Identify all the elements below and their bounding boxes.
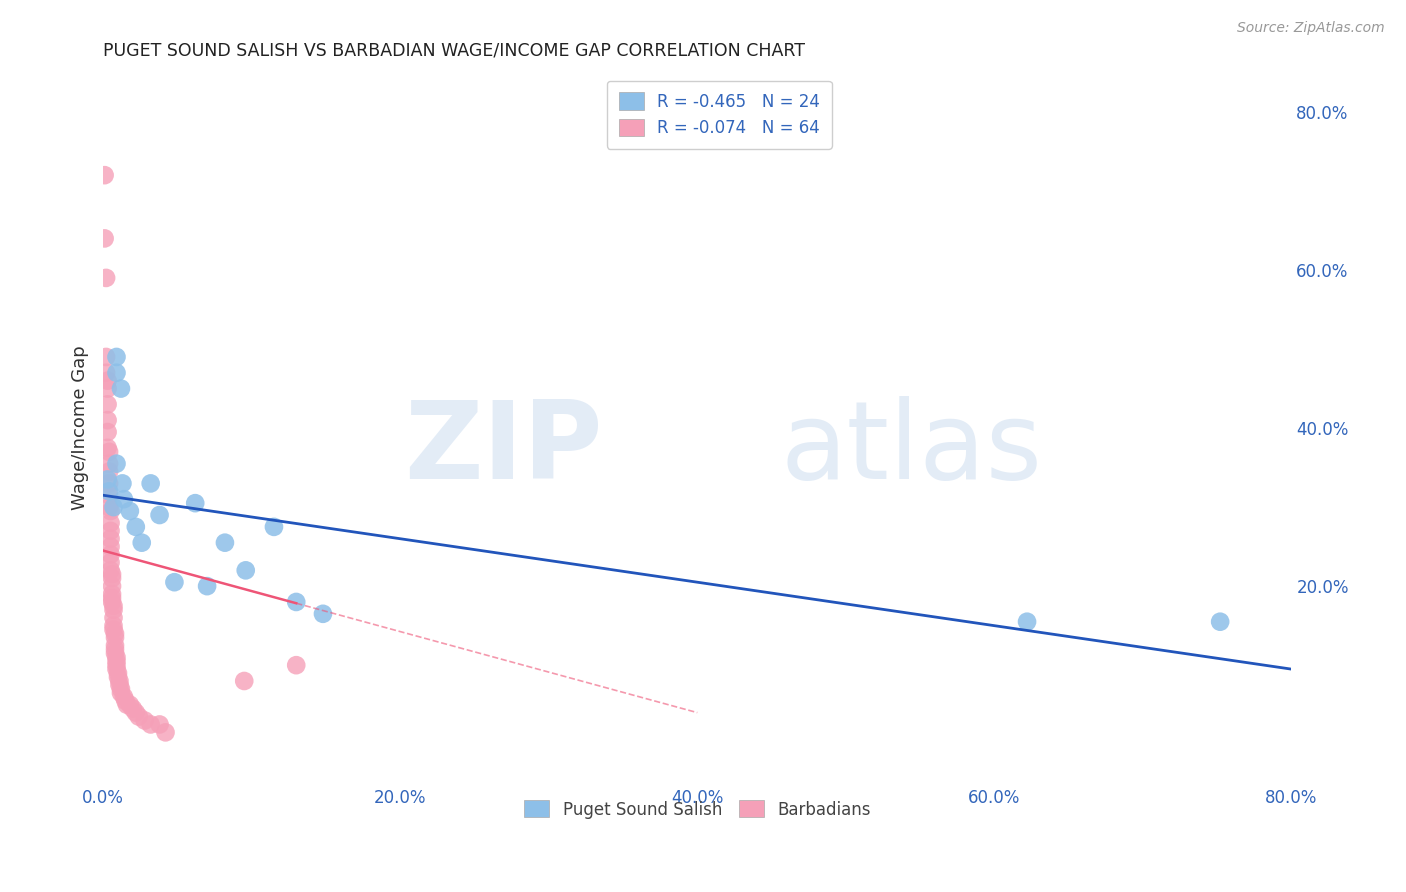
Point — [98, 488, 121, 502]
Point — [105, 650, 128, 665]
Point — [100, 524, 122, 538]
Point — [112, 690, 135, 704]
Point — [312, 607, 335, 621]
Y-axis label: Wage/Income Gap: Wage/Income Gap — [72, 346, 89, 510]
Point — [103, 603, 125, 617]
Point — [214, 535, 236, 549]
Point — [125, 706, 148, 720]
Point — [110, 382, 132, 396]
Point — [93, 168, 115, 182]
Point — [263, 520, 285, 534]
Point — [1209, 615, 1232, 629]
Point — [184, 496, 207, 510]
Point — [94, 271, 117, 285]
Point — [103, 618, 125, 632]
Point — [98, 465, 121, 479]
Point — [97, 382, 120, 396]
Point — [104, 631, 127, 645]
Point — [110, 686, 132, 700]
Point — [100, 532, 122, 546]
Point — [100, 556, 122, 570]
Point — [148, 717, 170, 731]
Point — [93, 231, 115, 245]
Point — [105, 366, 128, 380]
Point — [125, 520, 148, 534]
Point — [155, 725, 177, 739]
Point — [97, 413, 120, 427]
Point — [101, 571, 124, 585]
Point — [103, 623, 125, 637]
Point — [100, 540, 122, 554]
Point — [105, 457, 128, 471]
Point — [118, 698, 141, 712]
Point — [148, 508, 170, 522]
Point — [105, 350, 128, 364]
Point — [103, 611, 125, 625]
Point — [107, 670, 129, 684]
Point — [235, 563, 257, 577]
Text: atlas: atlas — [780, 396, 1042, 502]
Point — [115, 698, 138, 712]
Point — [100, 548, 122, 562]
Point — [94, 350, 117, 364]
Point — [233, 673, 256, 688]
Point — [98, 484, 121, 499]
Point — [100, 504, 122, 518]
Point — [285, 595, 308, 609]
Point — [103, 599, 125, 613]
Point — [105, 658, 128, 673]
Point — [98, 457, 121, 471]
Point — [101, 587, 124, 601]
Point — [139, 717, 162, 731]
Point — [97, 441, 120, 455]
Point — [101, 595, 124, 609]
Point — [285, 658, 308, 673]
Point — [103, 500, 125, 515]
Point — [134, 714, 156, 728]
Point — [105, 662, 128, 676]
Point — [108, 678, 131, 692]
Point — [118, 504, 141, 518]
Point — [100, 563, 122, 577]
Point — [101, 579, 124, 593]
Point — [101, 567, 124, 582]
Point — [111, 476, 134, 491]
Point — [101, 591, 124, 605]
Point — [128, 709, 150, 723]
Point — [131, 535, 153, 549]
Point — [104, 646, 127, 660]
Point — [97, 397, 120, 411]
Point — [100, 516, 122, 530]
Point — [110, 681, 132, 696]
Point — [104, 626, 127, 640]
Point — [98, 476, 121, 491]
Point — [1015, 615, 1038, 629]
Point — [104, 639, 127, 653]
Point — [97, 473, 120, 487]
Point — [139, 476, 162, 491]
Legend: Puget Sound Salish, Barbadians: Puget Sound Salish, Barbadians — [517, 794, 877, 825]
Point — [112, 492, 135, 507]
Point — [121, 701, 143, 715]
Text: PUGET SOUND SALISH VS BARBADIAN WAGE/INCOME GAP CORRELATION CHART: PUGET SOUND SALISH VS BARBADIAN WAGE/INC… — [103, 42, 806, 60]
Point — [163, 575, 186, 590]
Text: Source: ZipAtlas.com: Source: ZipAtlas.com — [1237, 21, 1385, 35]
Point — [97, 374, 120, 388]
Point — [105, 654, 128, 668]
Point — [94, 366, 117, 380]
Point — [104, 642, 127, 657]
Point — [195, 579, 218, 593]
Point — [108, 673, 131, 688]
Text: ZIP: ZIP — [404, 396, 602, 502]
Point — [114, 694, 136, 708]
Point — [98, 444, 121, 458]
Point — [97, 425, 120, 439]
Point — [98, 500, 121, 515]
Point — [107, 666, 129, 681]
